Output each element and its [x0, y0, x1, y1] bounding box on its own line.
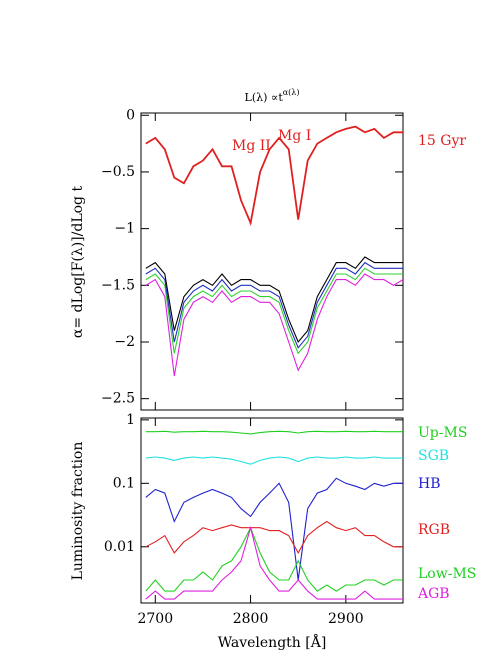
- y-tick-label: −2: [114, 334, 135, 350]
- y-tick-label: −1.5: [101, 277, 135, 293]
- annotation: Mg II: [232, 138, 271, 154]
- x-tick-label: 2900: [328, 611, 364, 627]
- legend-label: SGB: [418, 448, 449, 464]
- data-line: [145, 520, 403, 555]
- annotation: Mg I: [278, 128, 311, 144]
- data-line: [145, 456, 403, 465]
- data-line: [145, 267, 403, 355]
- x-tick-label: 2800: [233, 611, 269, 627]
- plot-frame: [140, 112, 404, 411]
- title-superscript: α(λ): [283, 88, 300, 97]
- plot-frame: [140, 417, 404, 604]
- legend-label: Low-MS: [418, 566, 476, 582]
- data-line: [145, 526, 403, 592]
- data-line: [145, 256, 403, 344]
- x-axis-label: Wavelength [Å]: [218, 633, 327, 651]
- legend-label: AGB: [417, 586, 450, 602]
- data-line: [145, 430, 403, 435]
- legend-label: Up-MS: [418, 425, 467, 441]
- y-axis-label: Luminosity fraction: [70, 442, 86, 581]
- legend-label: RGB: [418, 522, 450, 538]
- data-line: [145, 273, 404, 377]
- legend-label: 15 Gyr: [418, 133, 466, 149]
- legend-label: HB: [418, 476, 441, 492]
- y-tick-label: −0.5: [101, 164, 135, 180]
- y-tick-label: 0.01: [104, 539, 135, 555]
- data-line: [145, 261, 403, 349]
- y-tick-label: −2.5: [101, 391, 135, 407]
- title-text: L(λ) ∝t: [245, 91, 284, 104]
- y-tick-label: 0: [126, 107, 135, 123]
- data-line: [145, 477, 403, 581]
- data-line: [145, 525, 403, 600]
- y-tick-label: 1: [126, 412, 135, 428]
- y-tick-label: 0.1: [113, 475, 135, 491]
- data-line: [145, 125, 403, 227]
- y-tick-label: −1: [114, 221, 135, 237]
- x-tick-label: 2700: [137, 611, 173, 627]
- chart-title: L(λ) ∝tα(λ): [245, 88, 300, 104]
- y-axis-label: α= dLog[F(λ)]/dLog t: [70, 186, 86, 339]
